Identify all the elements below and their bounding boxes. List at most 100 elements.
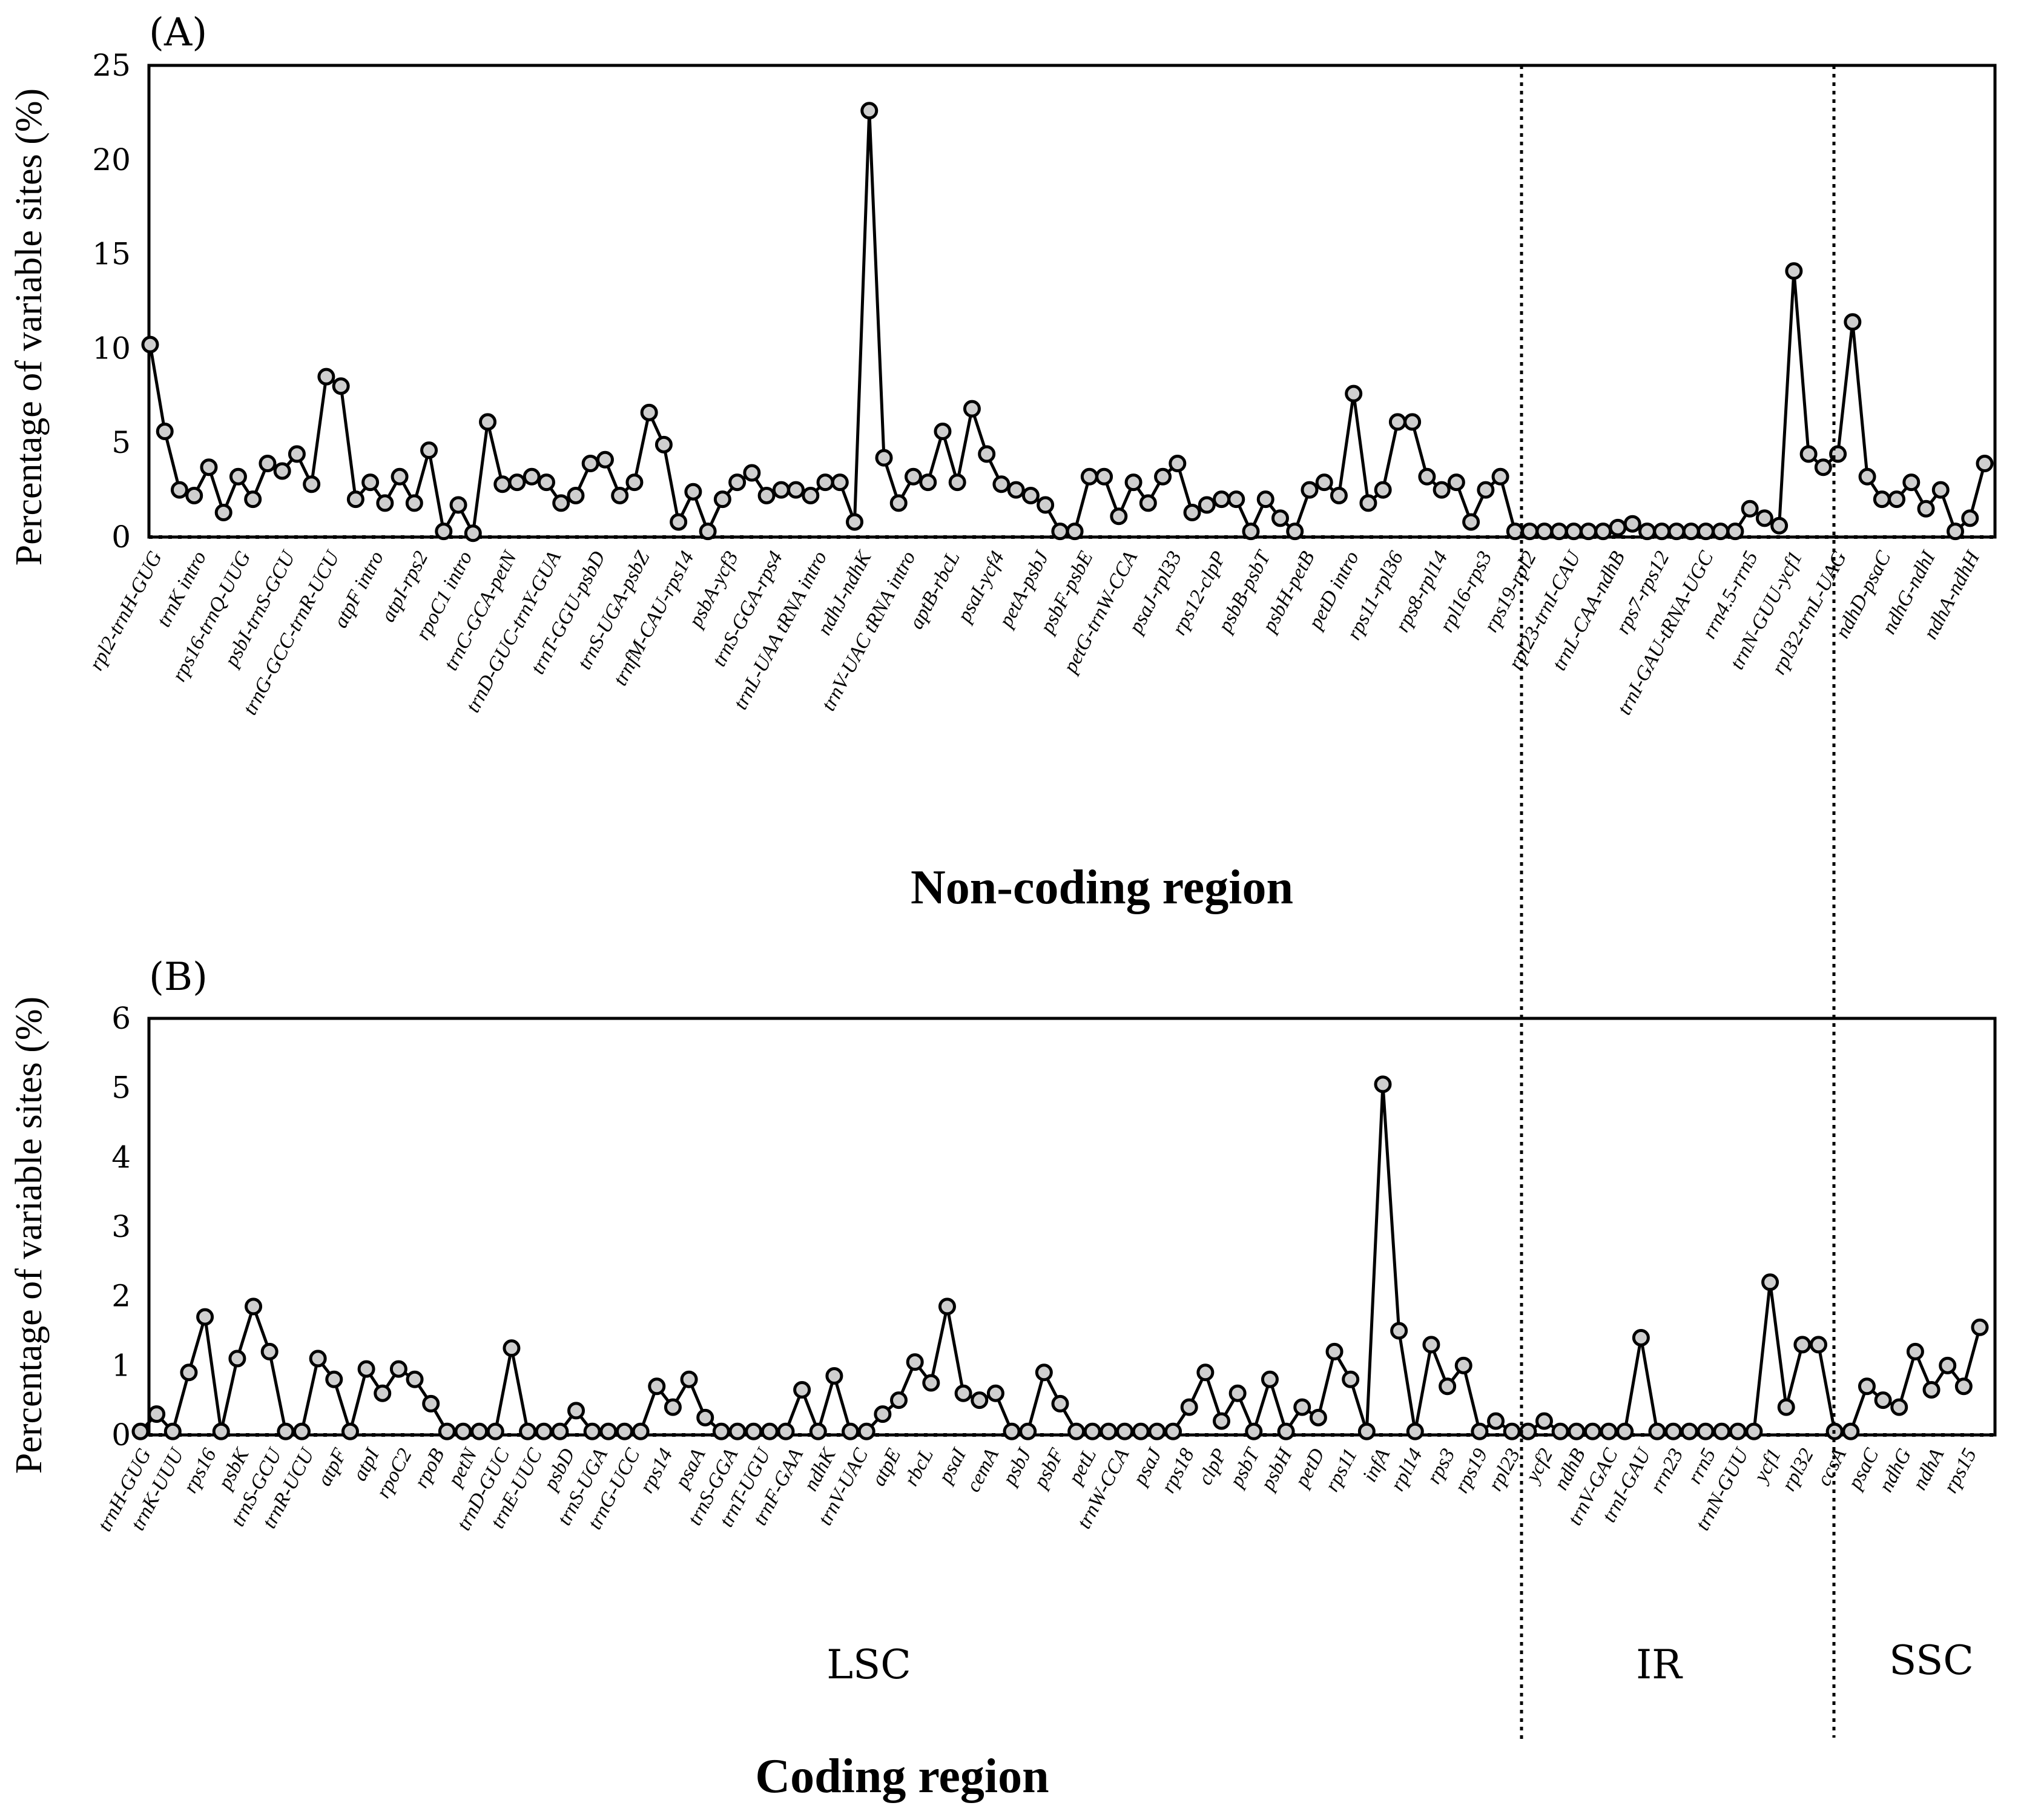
data-point xyxy=(1374,1075,1392,1093)
x-tick-label: rpl32 xyxy=(1778,1445,1818,1494)
data-point xyxy=(1213,490,1231,509)
data-point xyxy=(519,1422,537,1440)
data-point xyxy=(1632,1328,1650,1347)
data-point xyxy=(757,486,776,504)
data-point xyxy=(1003,1422,1021,1440)
data-point xyxy=(1454,1356,1472,1374)
data-point xyxy=(1729,1422,1747,1440)
data-point xyxy=(631,1422,650,1440)
data-point xyxy=(1623,515,1641,533)
data-point xyxy=(325,1370,343,1388)
data-point xyxy=(948,473,966,492)
data-point xyxy=(1132,1422,1150,1440)
x-tick-label: clpP xyxy=(1194,1445,1232,1488)
data-point xyxy=(904,467,922,486)
data-point xyxy=(713,490,731,509)
data-point xyxy=(422,1394,440,1413)
data-point xyxy=(486,1422,504,1440)
data-point xyxy=(1388,413,1406,431)
data-point xyxy=(374,1384,392,1402)
data-point xyxy=(787,481,805,499)
data-point xyxy=(1842,1422,1860,1440)
data-point xyxy=(1931,481,1950,499)
data-point xyxy=(670,513,688,531)
data-point xyxy=(809,1422,827,1440)
data-point xyxy=(228,1350,246,1368)
data-point xyxy=(1245,1422,1263,1440)
x-tick-label: rps15 xyxy=(1939,1445,1981,1497)
data-point xyxy=(341,1422,359,1440)
data-point xyxy=(1139,494,1157,512)
data-point xyxy=(954,1384,972,1402)
x-tick-label: rps11 xyxy=(1321,1445,1362,1495)
data-point xyxy=(214,503,232,521)
data-point xyxy=(1810,1336,1828,1354)
data-point xyxy=(699,523,717,541)
data-point xyxy=(1902,473,1921,492)
data-point xyxy=(303,475,321,493)
data-point xyxy=(493,475,512,493)
data-point xyxy=(1551,1422,1569,1440)
data-point xyxy=(906,1353,924,1371)
panel-b-x-ticks: trnH-GUGtrnK-UUUrps16psbKtrnS-GCUtrnR-UC… xyxy=(93,1443,1981,1535)
data-point xyxy=(1535,523,1554,541)
data-point xyxy=(816,473,834,492)
data-point xyxy=(1471,1422,1489,1440)
data-point xyxy=(435,523,453,541)
x-tick-label: rrn23 xyxy=(1646,1445,1687,1497)
data-point xyxy=(1357,1422,1376,1440)
data-point xyxy=(1067,1422,1086,1440)
data-point xyxy=(1785,262,1803,280)
data-point xyxy=(1083,1422,1101,1440)
data-point xyxy=(1477,481,1495,499)
data-point xyxy=(508,473,526,492)
data-point xyxy=(1019,1422,1037,1440)
data-point xyxy=(1906,1342,1924,1360)
data-point xyxy=(1713,1422,1731,1440)
data-point xyxy=(1745,1422,1763,1440)
data-point xyxy=(523,467,541,486)
data-point xyxy=(332,377,350,395)
data-point xyxy=(259,454,277,472)
data-point xyxy=(583,1422,601,1440)
data-point xyxy=(846,513,864,531)
panel-b-x-axis-title: Coding region xyxy=(755,1750,1049,1803)
x-tick-label: cemA xyxy=(962,1445,1003,1495)
data-point xyxy=(567,486,585,504)
data-point xyxy=(163,1422,182,1440)
data-point xyxy=(986,1384,1004,1402)
data-point xyxy=(890,1391,908,1410)
data-point xyxy=(1667,523,1686,541)
data-point xyxy=(1183,503,1201,521)
data-point xyxy=(1198,496,1216,514)
data-point xyxy=(1066,523,1084,541)
x-tick-label: rps16 xyxy=(179,1445,221,1497)
data-point xyxy=(696,1408,714,1426)
data-point xyxy=(405,494,423,512)
panel-b-points xyxy=(131,1075,1989,1440)
data-point xyxy=(971,1391,989,1410)
panel-a-x-axis-title: Non-coding region xyxy=(911,861,1293,914)
data-point xyxy=(1583,1422,1601,1440)
data-point xyxy=(611,486,629,504)
x-tick-label: psbF xyxy=(1029,1444,1069,1492)
data-point xyxy=(1858,467,1876,486)
data-point xyxy=(1888,490,1906,509)
data-point xyxy=(273,462,291,480)
data-point xyxy=(934,423,952,441)
data-point xyxy=(260,1342,279,1360)
panel-b-y-tick: 4 xyxy=(111,1139,131,1175)
panel-b-y-tick: 2 xyxy=(111,1279,131,1314)
data-point xyxy=(567,1402,585,1420)
data-point xyxy=(1712,523,1730,541)
data-point xyxy=(1648,1422,1666,1440)
data-point xyxy=(1971,1318,1989,1336)
data-point xyxy=(1761,1273,1779,1291)
data-point xyxy=(1196,1363,1215,1382)
data-point xyxy=(889,494,908,512)
data-point xyxy=(1521,523,1539,541)
data-point xyxy=(772,481,790,499)
data-point xyxy=(728,1422,747,1440)
data-point xyxy=(1954,1377,1973,1396)
data-point xyxy=(1696,1422,1715,1440)
